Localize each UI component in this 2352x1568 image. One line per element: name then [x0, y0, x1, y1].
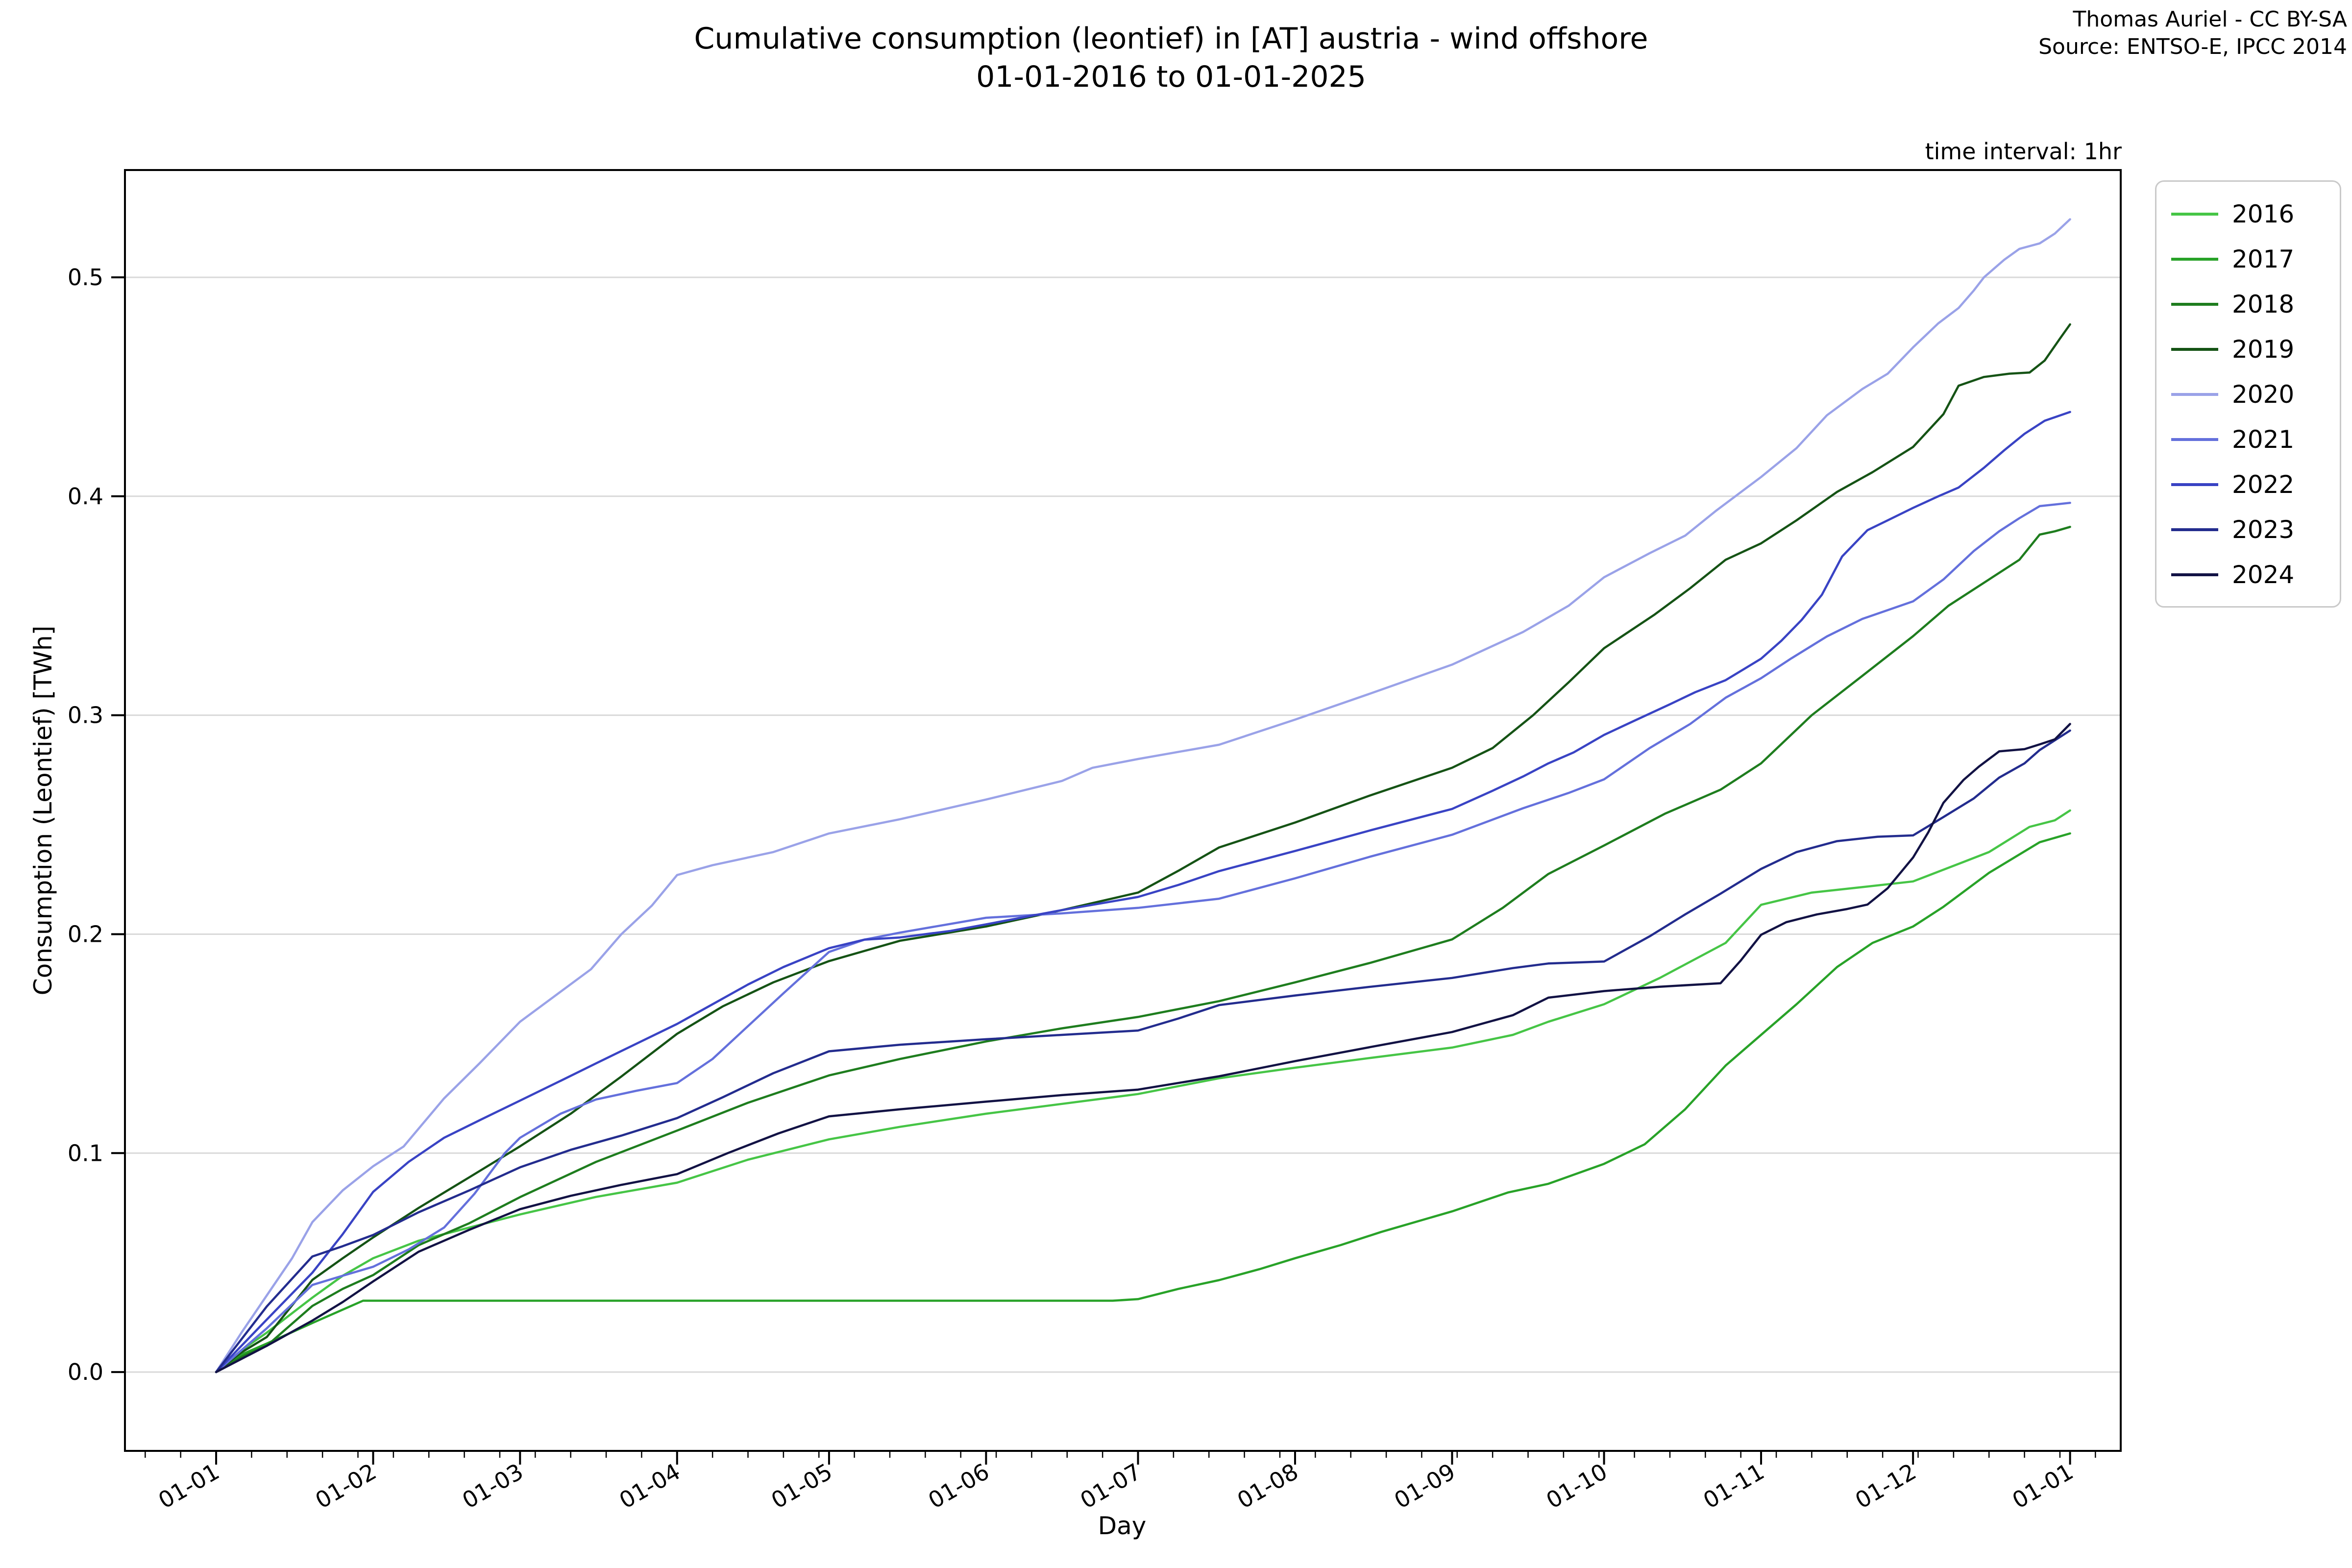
legend-item-2020: 2020 [2156, 372, 2340, 417]
legend-label-2019: 2019 [2232, 335, 2295, 364]
x-tick-label-01-11: 01-11 [1699, 1458, 1769, 1514]
x-tick-label-01-01: 01-01 [2008, 1458, 2078, 1514]
series-line-2016 [215, 809, 2071, 1373]
legend-label-2017: 2017 [2232, 245, 2295, 273]
x-tick-label-01-07: 01-07 [1076, 1458, 1146, 1514]
legend-item-2021: 2021 [2156, 417, 2340, 462]
chart-title: Cumulative consumption (leontief) in [AT… [480, 20, 1862, 96]
x-tick-label-01-12: 01-12 [1851, 1458, 1921, 1514]
x-tick-label-01-09: 01-09 [1390, 1458, 1460, 1514]
x-tick-label-01-02: 01-02 [311, 1458, 381, 1514]
series-line-2019 [215, 323, 2071, 1373]
legend-label-2020: 2020 [2232, 380, 2295, 409]
legend-label-2024: 2024 [2232, 561, 2295, 589]
y-tick-label-0.2: 0.2 [68, 921, 103, 947]
chart-title-line1: Cumulative consumption (leontief) in [AT… [694, 22, 1648, 56]
series-line-2021 [215, 501, 2071, 1373]
legend-swatch-2023 [2171, 528, 2218, 531]
series-line-2017 [215, 832, 2071, 1373]
chart-title-line2: 01-01-2016 to 01-01-2025 [976, 60, 1366, 94]
legend: 2016 2017 2018 2019 2020 2021 2022 2023 2024 [2155, 180, 2341, 608]
y-axis-label: Consumption (Leontief) [TWh] [29, 625, 57, 996]
series-line-2023 [215, 729, 2071, 1373]
x-tick-label-01-10: 01-10 [1542, 1458, 1612, 1514]
x-tick-label-01-05: 01-05 [767, 1458, 837, 1514]
x-axis-label: Day [1098, 1512, 1147, 1540]
legend-label-2022: 2022 [2232, 470, 2295, 499]
x-tick-label-01-01: 01-01 [154, 1458, 224, 1514]
y-tick-label-0.4: 0.4 [68, 483, 103, 510]
legend-swatch-2018 [2171, 303, 2218, 306]
time-interval-annotation: time interval: 1hr [1925, 138, 2122, 165]
x-tick-label-01-03: 01-03 [458, 1458, 528, 1514]
legend-swatch-2021 [2171, 438, 2218, 441]
legend-item-2022: 2022 [2156, 462, 2340, 507]
x-tick-label-01-04: 01-04 [615, 1458, 685, 1514]
legend-label-2016: 2016 [2232, 200, 2295, 228]
legend-item-2023: 2023 [2156, 507, 2340, 552]
x-tick-label-01-08: 01-08 [1233, 1458, 1303, 1514]
y-tick-label-0.3: 0.3 [68, 702, 103, 729]
legend-label-2023: 2023 [2232, 515, 2295, 544]
axes-spines [124, 169, 2122, 1452]
legend-item-2019: 2019 [2156, 327, 2340, 372]
legend-item-2016: 2016 [2156, 192, 2340, 237]
legend-swatch-2017 [2171, 258, 2218, 261]
legend-item-2024: 2024 [2156, 552, 2340, 597]
legend-label-2021: 2021 [2232, 425, 2295, 454]
legend-swatch-2024 [2171, 573, 2218, 576]
x-tick-label-01-06: 01-06 [924, 1458, 994, 1514]
legend-swatch-2020 [2171, 393, 2218, 396]
legend-label-2018: 2018 [2232, 290, 2295, 318]
legend-item-2018: 2018 [2156, 282, 2340, 327]
legend-swatch-2016 [2171, 213, 2218, 216]
attribution: Thomas Auriel - CC BY-SA Source: ENTSO-E… [2038, 6, 2347, 61]
legend-item-2017: 2017 [2156, 237, 2340, 282]
series-line-2018 [215, 526, 2071, 1373]
legend-swatch-2019 [2171, 348, 2218, 351]
y-tick-label-0.0: 0.0 [68, 1359, 103, 1385]
y-tick-label-0.1: 0.1 [68, 1140, 103, 1166]
series-line-2024 [215, 723, 2071, 1373]
series-line-2022 [215, 411, 2071, 1373]
attribution-author: Thomas Auriel - CC BY-SA [2073, 7, 2347, 32]
y-tick-label-0.5: 0.5 [68, 264, 103, 291]
attribution-source: Source: ENTSO-E, IPCC 2014 [2038, 34, 2347, 59]
series-line-2020 [215, 218, 2071, 1373]
legend-swatch-2022 [2171, 483, 2218, 486]
